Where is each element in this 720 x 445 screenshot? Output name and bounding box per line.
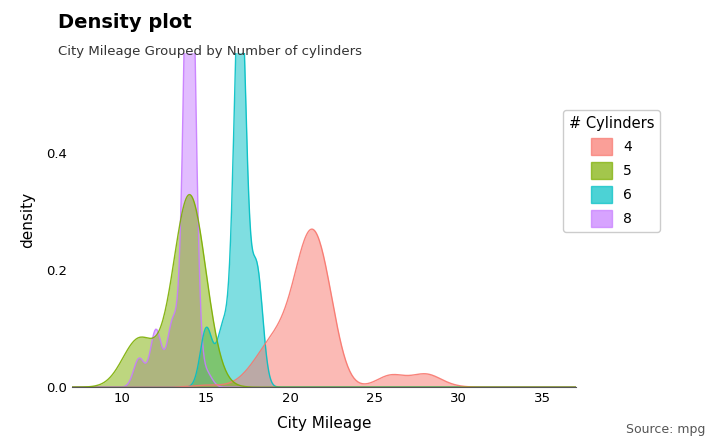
Legend: 4, 5, 6, 8: 4, 5, 6, 8 xyxy=(563,110,660,232)
Text: City Mileage Grouped by Number of cylinders: City Mileage Grouped by Number of cylind… xyxy=(58,44,361,57)
Text: Source: mpg: Source: mpg xyxy=(626,423,706,436)
Y-axis label: density: density xyxy=(20,192,35,248)
Text: Density plot: Density plot xyxy=(58,13,192,32)
X-axis label: City Mileage: City Mileage xyxy=(276,416,372,431)
